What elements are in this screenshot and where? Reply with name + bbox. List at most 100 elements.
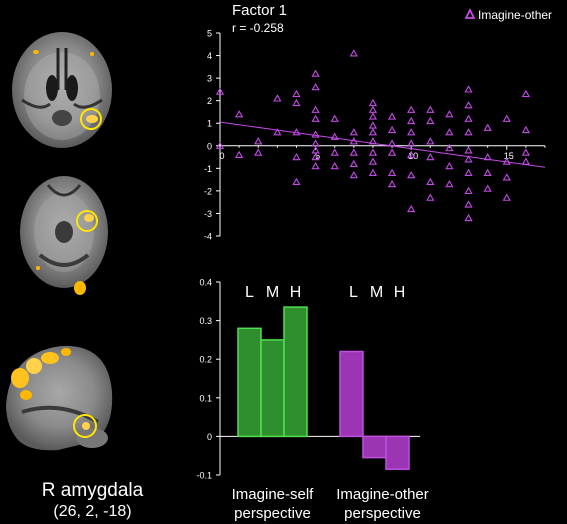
scatter-point — [292, 177, 301, 186]
scatter-point — [368, 112, 378, 120]
level-label: L — [349, 284, 358, 301]
scatter-point — [445, 161, 454, 170]
scatter-point — [292, 128, 301, 136]
scatter-point — [426, 152, 435, 161]
scatter-point — [273, 128, 282, 136]
roi-circle — [73, 414, 97, 438]
legend: Imagine-other — [464, 7, 552, 22]
bars — [237, 306, 410, 470]
scatter-point — [502, 114, 511, 122]
scatter-point — [368, 105, 378, 113]
y-tick-label: 0.1 — [199, 393, 212, 403]
scatter-point — [215, 87, 225, 95]
activation-blob — [84, 214, 94, 222]
scatter-point — [368, 168, 378, 176]
activation-blob — [86, 115, 98, 123]
group-label-line1: Imagine-other — [336, 486, 429, 503]
coronal-brain-slice — [12, 32, 112, 148]
scatter-point — [445, 143, 454, 152]
scatter-point — [368, 148, 378, 156]
y-tick-label: 0.3 — [199, 316, 212, 326]
scatter-point — [311, 139, 320, 147]
scatter-points — [215, 49, 531, 222]
scatter-point — [521, 89, 531, 98]
scatter-point — [407, 128, 416, 136]
y-tick-label: 0 — [207, 141, 212, 151]
scatter-point — [349, 170, 358, 179]
legend-triangle-marker — [464, 7, 476, 19]
activation-blob — [74, 281, 86, 295]
scatter-point — [387, 112, 397, 120]
activation-blob — [90, 52, 94, 56]
coordinates-label: (26, 2, -18) — [53, 503, 132, 520]
scatter-point — [368, 157, 378, 165]
scatter-point — [445, 180, 454, 188]
activation-blob — [82, 422, 90, 430]
y-tick-label: 2 — [207, 96, 212, 106]
scatter-point — [368, 128, 378, 136]
scatter-point — [254, 137, 263, 145]
y-tick-label: 0 — [207, 432, 212, 442]
scatter-point — [311, 105, 320, 113]
scatter-point — [464, 114, 473, 122]
scatter-point — [311, 146, 320, 154]
group-label-line2: perspective — [344, 505, 421, 522]
scatter-point — [483, 184, 492, 192]
scatter-point — [273, 94, 282, 102]
scatter-point — [368, 98, 378, 107]
scatter-point — [387, 148, 397, 156]
axial-brain-slice — [20, 176, 108, 295]
y-tick-label: 0.2 — [199, 355, 212, 365]
scatter-point — [387, 168, 397, 176]
scatter-point — [464, 186, 473, 195]
bar-green-H — [283, 306, 308, 438]
y-tick-label: 4 — [207, 51, 212, 61]
scatter-point — [464, 85, 473, 93]
scatter-point — [311, 69, 320, 77]
scatter-point — [311, 83, 320, 91]
y-tick-label: 0.4 — [199, 278, 212, 288]
scatter-point — [311, 161, 320, 170]
scatter-x-axis: 0 5 10 15 — [219, 145, 546, 161]
activation-blob — [33, 50, 39, 54]
group-label-line1: Imagine-self — [232, 486, 315, 503]
scatter-point — [445, 110, 454, 118]
bar-chart: 0.40.30.20.10-0.1 L M HImagine-selfperspec… — [196, 278, 428, 523]
y-tick-label: 1 — [207, 119, 212, 129]
y-tick-label: -3 — [204, 209, 212, 219]
level-label: M — [266, 284, 279, 301]
level-label: H — [394, 284, 406, 301]
scatter-point — [407, 150, 416, 158]
correlation-label: r = -0.258 — [232, 21, 284, 35]
scatter-point — [521, 157, 531, 165]
scatter-point — [215, 141, 225, 149]
roi-circle — [80, 108, 102, 130]
scatter-point — [426, 177, 435, 186]
scatter-point — [502, 193, 511, 201]
trendline — [219, 121, 546, 168]
activation-blob — [26, 358, 42, 374]
activation-blob — [20, 390, 32, 400]
scatter-point — [464, 146, 473, 154]
scatter-point — [502, 157, 511, 165]
scatter-point — [483, 168, 492, 176]
legend-label: Imagine-other — [478, 8, 552, 22]
scatter-point — [330, 161, 339, 170]
scatter-point — [311, 114, 320, 122]
scatter-point — [521, 125, 531, 134]
bar-green-L — [237, 327, 262, 438]
scatter-point — [387, 180, 397, 188]
bar-green-M — [260, 339, 285, 438]
scatter-point — [292, 152, 301, 161]
y-tick-label: 5 — [207, 29, 212, 39]
group-label-line2: perspective — [234, 505, 311, 522]
level-label: L — [245, 284, 254, 301]
scatter-point — [311, 130, 320, 138]
scatter-point — [330, 132, 339, 140]
bar-purple-H — [385, 435, 410, 470]
roi-circle — [76, 210, 98, 232]
y-tick-label: -4 — [204, 232, 212, 242]
scatter-point — [521, 148, 531, 156]
